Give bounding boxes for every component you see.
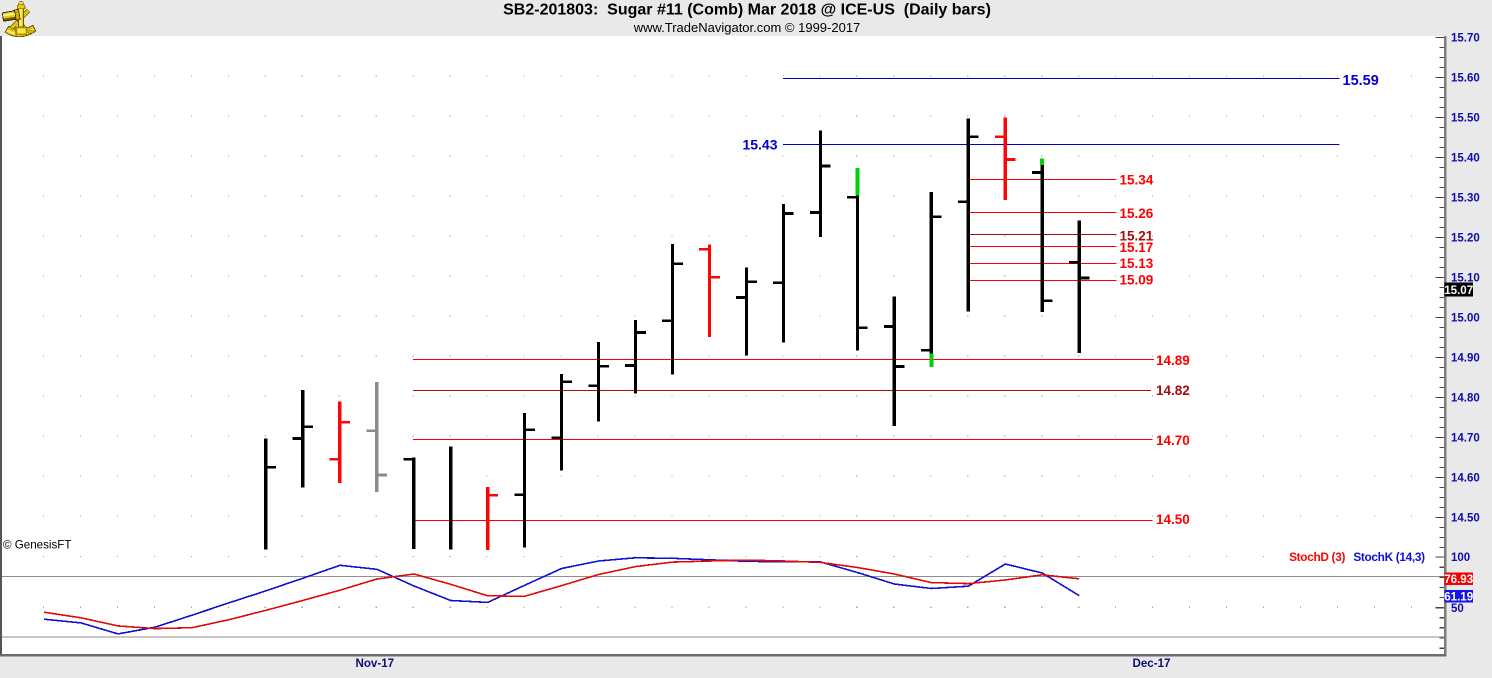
svg-text:15.10: 15.10 xyxy=(1451,273,1480,285)
svg-text:14.82: 14.82 xyxy=(1156,383,1190,398)
svg-text:Dec-17: Dec-17 xyxy=(1132,657,1170,670)
svg-text:14.80: 14.80 xyxy=(1451,393,1480,405)
svg-text:14.50: 14.50 xyxy=(1451,513,1480,525)
svg-text:© GenesisFT: © GenesisFT xyxy=(3,538,71,551)
svg-text:15.30: 15.30 xyxy=(1451,193,1480,205)
svg-text:StochD (3): StochD (3) xyxy=(1289,550,1345,564)
svg-text:StochK (14,3): StochK (14,3) xyxy=(1353,550,1425,564)
svg-text:15.34: 15.34 xyxy=(1120,172,1154,187)
svg-text:14.60: 14.60 xyxy=(1451,473,1480,485)
svg-text:15.09: 15.09 xyxy=(1120,273,1154,288)
svg-text:15.21: 15.21 xyxy=(1120,228,1154,243)
svg-text:15.43: 15.43 xyxy=(742,136,777,152)
svg-text:15.40: 15.40 xyxy=(1451,153,1480,165)
svg-text:50: 50 xyxy=(1451,603,1464,615)
svg-text:14.90: 14.90 xyxy=(1451,353,1480,365)
svg-text:15.26: 15.26 xyxy=(1120,206,1154,221)
svg-text:15.07: 15.07 xyxy=(1444,284,1473,297)
svg-text:SB2-201803: Sugar #11 (Comb): SB2-201803: Sugar #11 (Comb) Mar 2018 @ … xyxy=(503,2,991,19)
svg-text:15.00: 15.00 xyxy=(1451,313,1480,325)
svg-text:15.50: 15.50 xyxy=(1451,113,1480,125)
svg-text:15.20: 15.20 xyxy=(1451,233,1480,245)
svg-text:15.13: 15.13 xyxy=(1120,256,1154,271)
svg-text:15.70: 15.70 xyxy=(1451,33,1480,45)
svg-text:14.89: 14.89 xyxy=(1156,353,1190,368)
svg-text:Nov-17: Nov-17 xyxy=(355,657,394,670)
svg-text:15.17: 15.17 xyxy=(1120,240,1154,255)
svg-text:14.70: 14.70 xyxy=(1156,433,1190,448)
svg-text:76.93: 76.93 xyxy=(1444,573,1474,586)
svg-text:100: 100 xyxy=(1451,552,1470,564)
svg-text:14.50: 14.50 xyxy=(1156,512,1190,527)
svg-text:15.59: 15.59 xyxy=(1343,73,1379,89)
svg-text:61.19: 61.19 xyxy=(1444,590,1474,603)
svg-text:15.60: 15.60 xyxy=(1451,73,1480,85)
svg-text:14.70: 14.70 xyxy=(1451,433,1480,445)
svg-text:www.TradeNavigator.com © 1999-: www.TradeNavigator.com © 1999-2017 xyxy=(633,20,861,35)
